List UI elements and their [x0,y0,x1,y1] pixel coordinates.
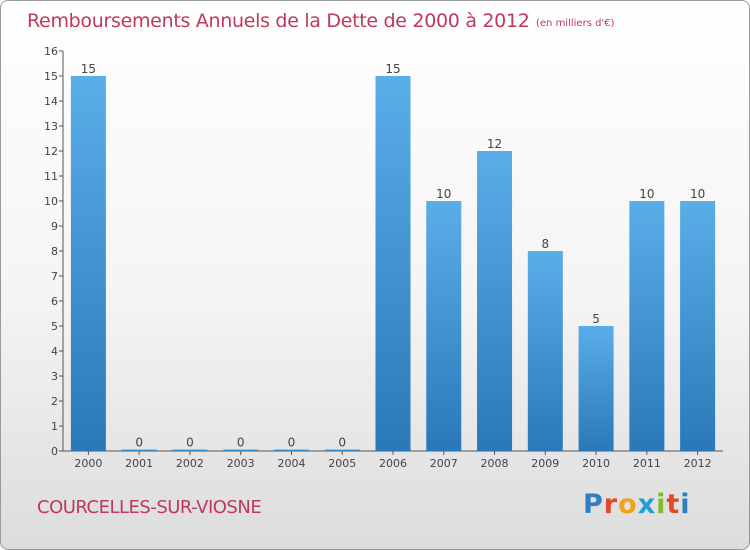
x-tick-label: 2007 [430,457,458,470]
bar-2009 [527,251,563,451]
y-tick-label: 5 [51,320,58,333]
data-label: 0 [186,436,194,450]
y-tick-label: 6 [51,295,58,308]
data-label: 12 [487,137,502,151]
data-label: 0 [135,436,143,450]
y-tick-label: 10 [44,195,58,208]
logo-letter: o [618,489,638,520]
x-tick-label: 2001 [125,457,153,470]
logo-letter: i [656,489,667,520]
data-label: 10 [436,187,451,201]
y-tick-label: 12 [44,145,58,158]
logo-letter: t [666,489,681,520]
data-label: 5 [592,312,600,326]
y-tick-label: 2 [51,395,58,408]
x-tick-label: 2000 [74,457,102,470]
bar-2012 [680,201,716,451]
x-tick-label: 2012 [684,457,712,470]
bar-2006 [375,76,411,451]
x-tick-label: 2010 [582,457,610,470]
y-tick-label: 1 [51,420,58,433]
y-tick-label: 0 [51,445,58,458]
bar-2001 [121,449,157,451]
bars [70,76,716,451]
data-label: 0 [237,436,245,450]
data-label: 10 [690,187,705,201]
y-tick-label: 9 [51,220,58,233]
bar-2004 [273,449,309,451]
proxiti-logo: Proxiti [583,489,691,520]
x-tick-label: 2004 [277,457,305,470]
y-tick-label: 15 [44,70,58,83]
bar-2008 [477,151,513,451]
data-labels: 2000 15 2001 0 2002 0 2003 0 2004 0 2005 0 2006 15 200… [74,62,711,470]
chart-unit: (en milliers d'€) [536,18,615,29]
y-tick-label: 11 [44,170,58,183]
x-tick-label: 2011 [633,457,661,470]
x-tick-label: 2003 [227,457,255,470]
logo-letter: P [583,489,604,520]
bar-2003 [223,449,259,451]
logo-letter: x [637,489,657,520]
x-tick-label: 2009 [531,457,559,470]
data-label: 15 [81,62,96,76]
y-tick-label: 14 [44,95,58,108]
y-tick-label: 16 [44,45,58,58]
x-tick-label: 2008 [481,457,509,470]
x-tick-label: 2006 [379,457,407,470]
logo-letter: r [603,489,619,520]
logo-letter: i [680,489,691,520]
y-tick-label: 8 [51,245,58,258]
chart-title: Remboursements Annuels de la Dette de 20… [27,10,530,32]
data-label: 0 [338,436,346,450]
x-tick-label: 2002 [176,457,204,470]
y-tick-label: 13 [44,120,58,133]
bar-2011 [629,201,665,451]
y-tick-label: 4 [51,345,58,358]
y-tick-label: 3 [51,370,58,383]
data-label: 0 [288,436,296,450]
y-tick-label: 7 [51,270,58,283]
bar-2010 [578,326,614,451]
commune-name: COURCELLES-SUR-VIOSNE [37,497,262,518]
bar-2007 [426,201,462,451]
x-tick-label: 2005 [328,457,356,470]
data-label: 15 [385,62,400,76]
bar-2005 [324,449,360,451]
bar-2000 [70,76,106,451]
data-label: 10 [639,187,654,201]
data-label: 8 [541,237,549,251]
bar-2002 [172,449,208,451]
